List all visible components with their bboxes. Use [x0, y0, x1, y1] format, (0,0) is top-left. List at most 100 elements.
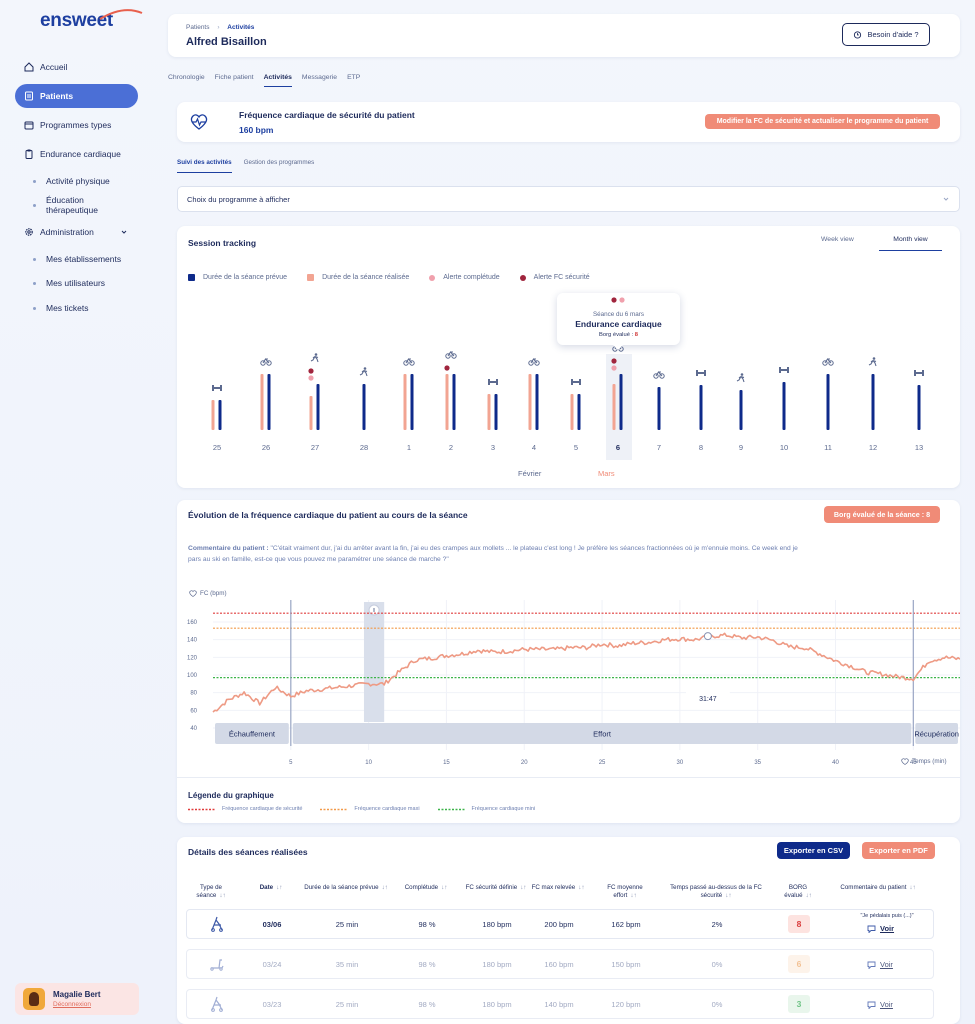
- planned-bar[interactable]: [577, 394, 581, 430]
- tab-activites[interactable]: Activités: [263, 74, 293, 87]
- sidebar-item-education-therapeutique[interactable]: Éducation thérapeutique: [15, 193, 138, 217]
- table-row[interactable]: 03/06 25 min 98 % 180 bpm 200 bpm 162 bpm 2% 8 "…: [186, 909, 934, 939]
- help-button[interactable]: Besoin d'aide ?: [842, 23, 930, 46]
- table-row[interactable]: 03/24 35 min 98 % 180 bpm 160 bpm 150 bpm 0% 6 V…: [186, 949, 934, 979]
- heart-rate-line-chart[interactable]: 40 60 80 100 120 140 160 5 10 15 20 25 30 35 40 45 II 31:…: [177, 500, 960, 780]
- table-row[interactable]: 03/23 25 min 98 % 180 bpm 140 bpm 120 bpm 0% 3 V…: [186, 989, 934, 1019]
- tab-etp[interactable]: ETP: [347, 74, 361, 81]
- column-header[interactable]: Type de séance ↓↑: [186, 884, 236, 900]
- borg-button[interactable]: Borg évalué de la séance : 8: [824, 506, 940, 523]
- view-comment-link[interactable]: Voir: [867, 960, 893, 969]
- planned-bar[interactable]: [267, 374, 271, 430]
- day-tick-label: 10: [780, 443, 788, 452]
- tab-gestion-programmes[interactable]: Gestion des programmes: [243, 159, 315, 166]
- phase-bar[interactable]: Échauffement: [215, 723, 289, 744]
- planned-bar[interactable]: [871, 374, 875, 430]
- column-header[interactable]: FC max relevée ↓↑: [527, 884, 589, 892]
- logout-link[interactable]: Déconnexion: [53, 1001, 91, 1008]
- alert-fc-dot: [611, 358, 617, 364]
- done-bar[interactable]: [211, 400, 215, 430]
- sort-icon[interactable]: ↓↑: [578, 884, 585, 891]
- sidebar-item-programmes-types[interactable]: Programmes types: [15, 113, 138, 137]
- done-bar[interactable]: [445, 374, 449, 430]
- sidebar-item-mes-tickets[interactable]: Mes tickets: [15, 296, 138, 320]
- column-header[interactable]: Date ↓↑: [257, 884, 285, 892]
- tab-suivi-activites[interactable]: Suivi des activités: [177, 159, 232, 173]
- sort-icon[interactable]: ↓↑: [276, 884, 283, 891]
- planned-bar[interactable]: [535, 374, 539, 430]
- dumbbell-icon: [779, 367, 789, 373]
- phase-bar[interactable]: Récupération: [914, 723, 959, 744]
- tab-fiche-patient[interactable]: Fiche patient: [214, 74, 254, 81]
- sort-icon[interactable]: ↓↑: [805, 892, 812, 899]
- legend-swatch: [307, 274, 315, 281]
- heart-rate-series-line[interactable]: [212, 632, 960, 713]
- tab-chronologie[interactable]: Chronologie: [168, 74, 205, 81]
- elliptical-icon: [209, 916, 225, 937]
- sort-icon[interactable]: ↓↑: [219, 892, 226, 899]
- planned-bar[interactable]: [494, 394, 498, 430]
- month-view-toggle[interactable]: Month view: [879, 236, 942, 251]
- planned-bar[interactable]: [917, 385, 921, 430]
- done-bar[interactable]: [612, 384, 616, 430]
- column-header[interactable]: Commentaire du patient ↓↑: [832, 884, 924, 892]
- column-header[interactable]: Complétude ↓↑: [403, 884, 449, 892]
- sort-icon[interactable]: ↓↑: [520, 884, 527, 891]
- user-card[interactable]: Magalie Bert Déconnexion: [15, 983, 139, 1015]
- pause-icon[interactable]: II: [368, 604, 380, 616]
- sort-icon[interactable]: ↓↑: [630, 892, 637, 899]
- view-comment-link[interactable]: Voir: [867, 924, 894, 933]
- modify-fc-button[interactable]: Modifier la FC de sécurité et actualiser…: [705, 114, 940, 129]
- done-bar[interactable]: [309, 396, 313, 430]
- column-header[interactable]: BORG évalué ↓↑: [780, 884, 816, 900]
- column-header[interactable]: Durée de la séance prévue ↓↑: [297, 884, 395, 892]
- export-pdf-button[interactable]: Exporter en PDF: [862, 842, 935, 859]
- view-comment-link[interactable]: Voir: [867, 1000, 893, 1009]
- planned-bar[interactable]: [699, 385, 703, 430]
- fc-safety-title: Fréquence cardiaque de sécurité du patie…: [239, 110, 415, 120]
- planned-bar[interactable]: [739, 390, 743, 430]
- tab-messagerie[interactable]: Messagerie: [301, 74, 338, 81]
- session-bar-chart[interactable]: 25 26 27 28 1 2 3 4 5 6 7 8 9 10 11 12 13: [177, 226, 960, 488]
- done-bar[interactable]: [260, 374, 264, 430]
- sort-icon[interactable]: ↓↑: [381, 884, 388, 891]
- borg-badge: 8: [788, 915, 810, 933]
- sidebar-item-mes-utilisateurs[interactable]: Mes utilisateurs: [15, 271, 138, 295]
- planned-bar[interactable]: [218, 400, 222, 430]
- planned-bar[interactable]: [452, 374, 456, 430]
- planned-bar[interactable]: [826, 374, 830, 430]
- alarm-clock-icon: [854, 31, 862, 39]
- cursor-point[interactable]: [703, 632, 712, 641]
- patients-icon: [25, 91, 33, 101]
- program-select[interactable]: Choix du programme à afficher: [177, 186, 960, 212]
- sidebar-item-patients[interactable]: Patients: [15, 84, 138, 108]
- done-bar[interactable]: [403, 374, 407, 430]
- phase-bar[interactable]: Effort: [292, 723, 912, 744]
- sidebar-item-mes-etablissements[interactable]: Mes établissements: [15, 247, 138, 271]
- ensweet-logo[interactable]: ensweet: [40, 9, 143, 32]
- planned-bar[interactable]: [782, 382, 786, 430]
- sort-icon[interactable]: ↓↑: [725, 892, 732, 899]
- planned-bar[interactable]: [362, 384, 366, 430]
- planned-bar[interactable]: [316, 384, 320, 430]
- sidebar-item-activite-physique[interactable]: Activité physique: [15, 169, 138, 193]
- done-bar[interactable]: [528, 374, 532, 430]
- breadcrumb-root[interactable]: Patients: [186, 24, 210, 31]
- bike-icon: [653, 371, 665, 379]
- sidebar-item-accueil[interactable]: Accueil: [15, 55, 138, 79]
- pause-marker: II: [373, 608, 376, 614]
- done-bar[interactable]: [570, 394, 574, 430]
- column-header[interactable]: FC sécurité définie ↓↑: [465, 884, 527, 892]
- sidebar-item-administration[interactable]: Administration: [15, 220, 138, 244]
- planned-bar[interactable]: [619, 374, 623, 430]
- week-view-toggle[interactable]: Week view: [821, 236, 854, 243]
- planned-bar[interactable]: [657, 387, 661, 430]
- column-header[interactable]: Temps passé au-dessus de la FC sécurité ↓…: [665, 884, 767, 900]
- done-bar[interactable]: [487, 394, 491, 430]
- export-csv-button[interactable]: Exporter en CSV: [777, 842, 850, 859]
- planned-bar[interactable]: [410, 374, 414, 430]
- sidebar-item-endurance-cardiaque[interactable]: Endurance cardiaque: [15, 142, 138, 166]
- column-header[interactable]: FC moyenne effort ↓↑: [602, 884, 648, 900]
- sort-icon[interactable]: ↓↑: [441, 884, 448, 891]
- sort-icon[interactable]: ↓↑: [909, 884, 916, 891]
